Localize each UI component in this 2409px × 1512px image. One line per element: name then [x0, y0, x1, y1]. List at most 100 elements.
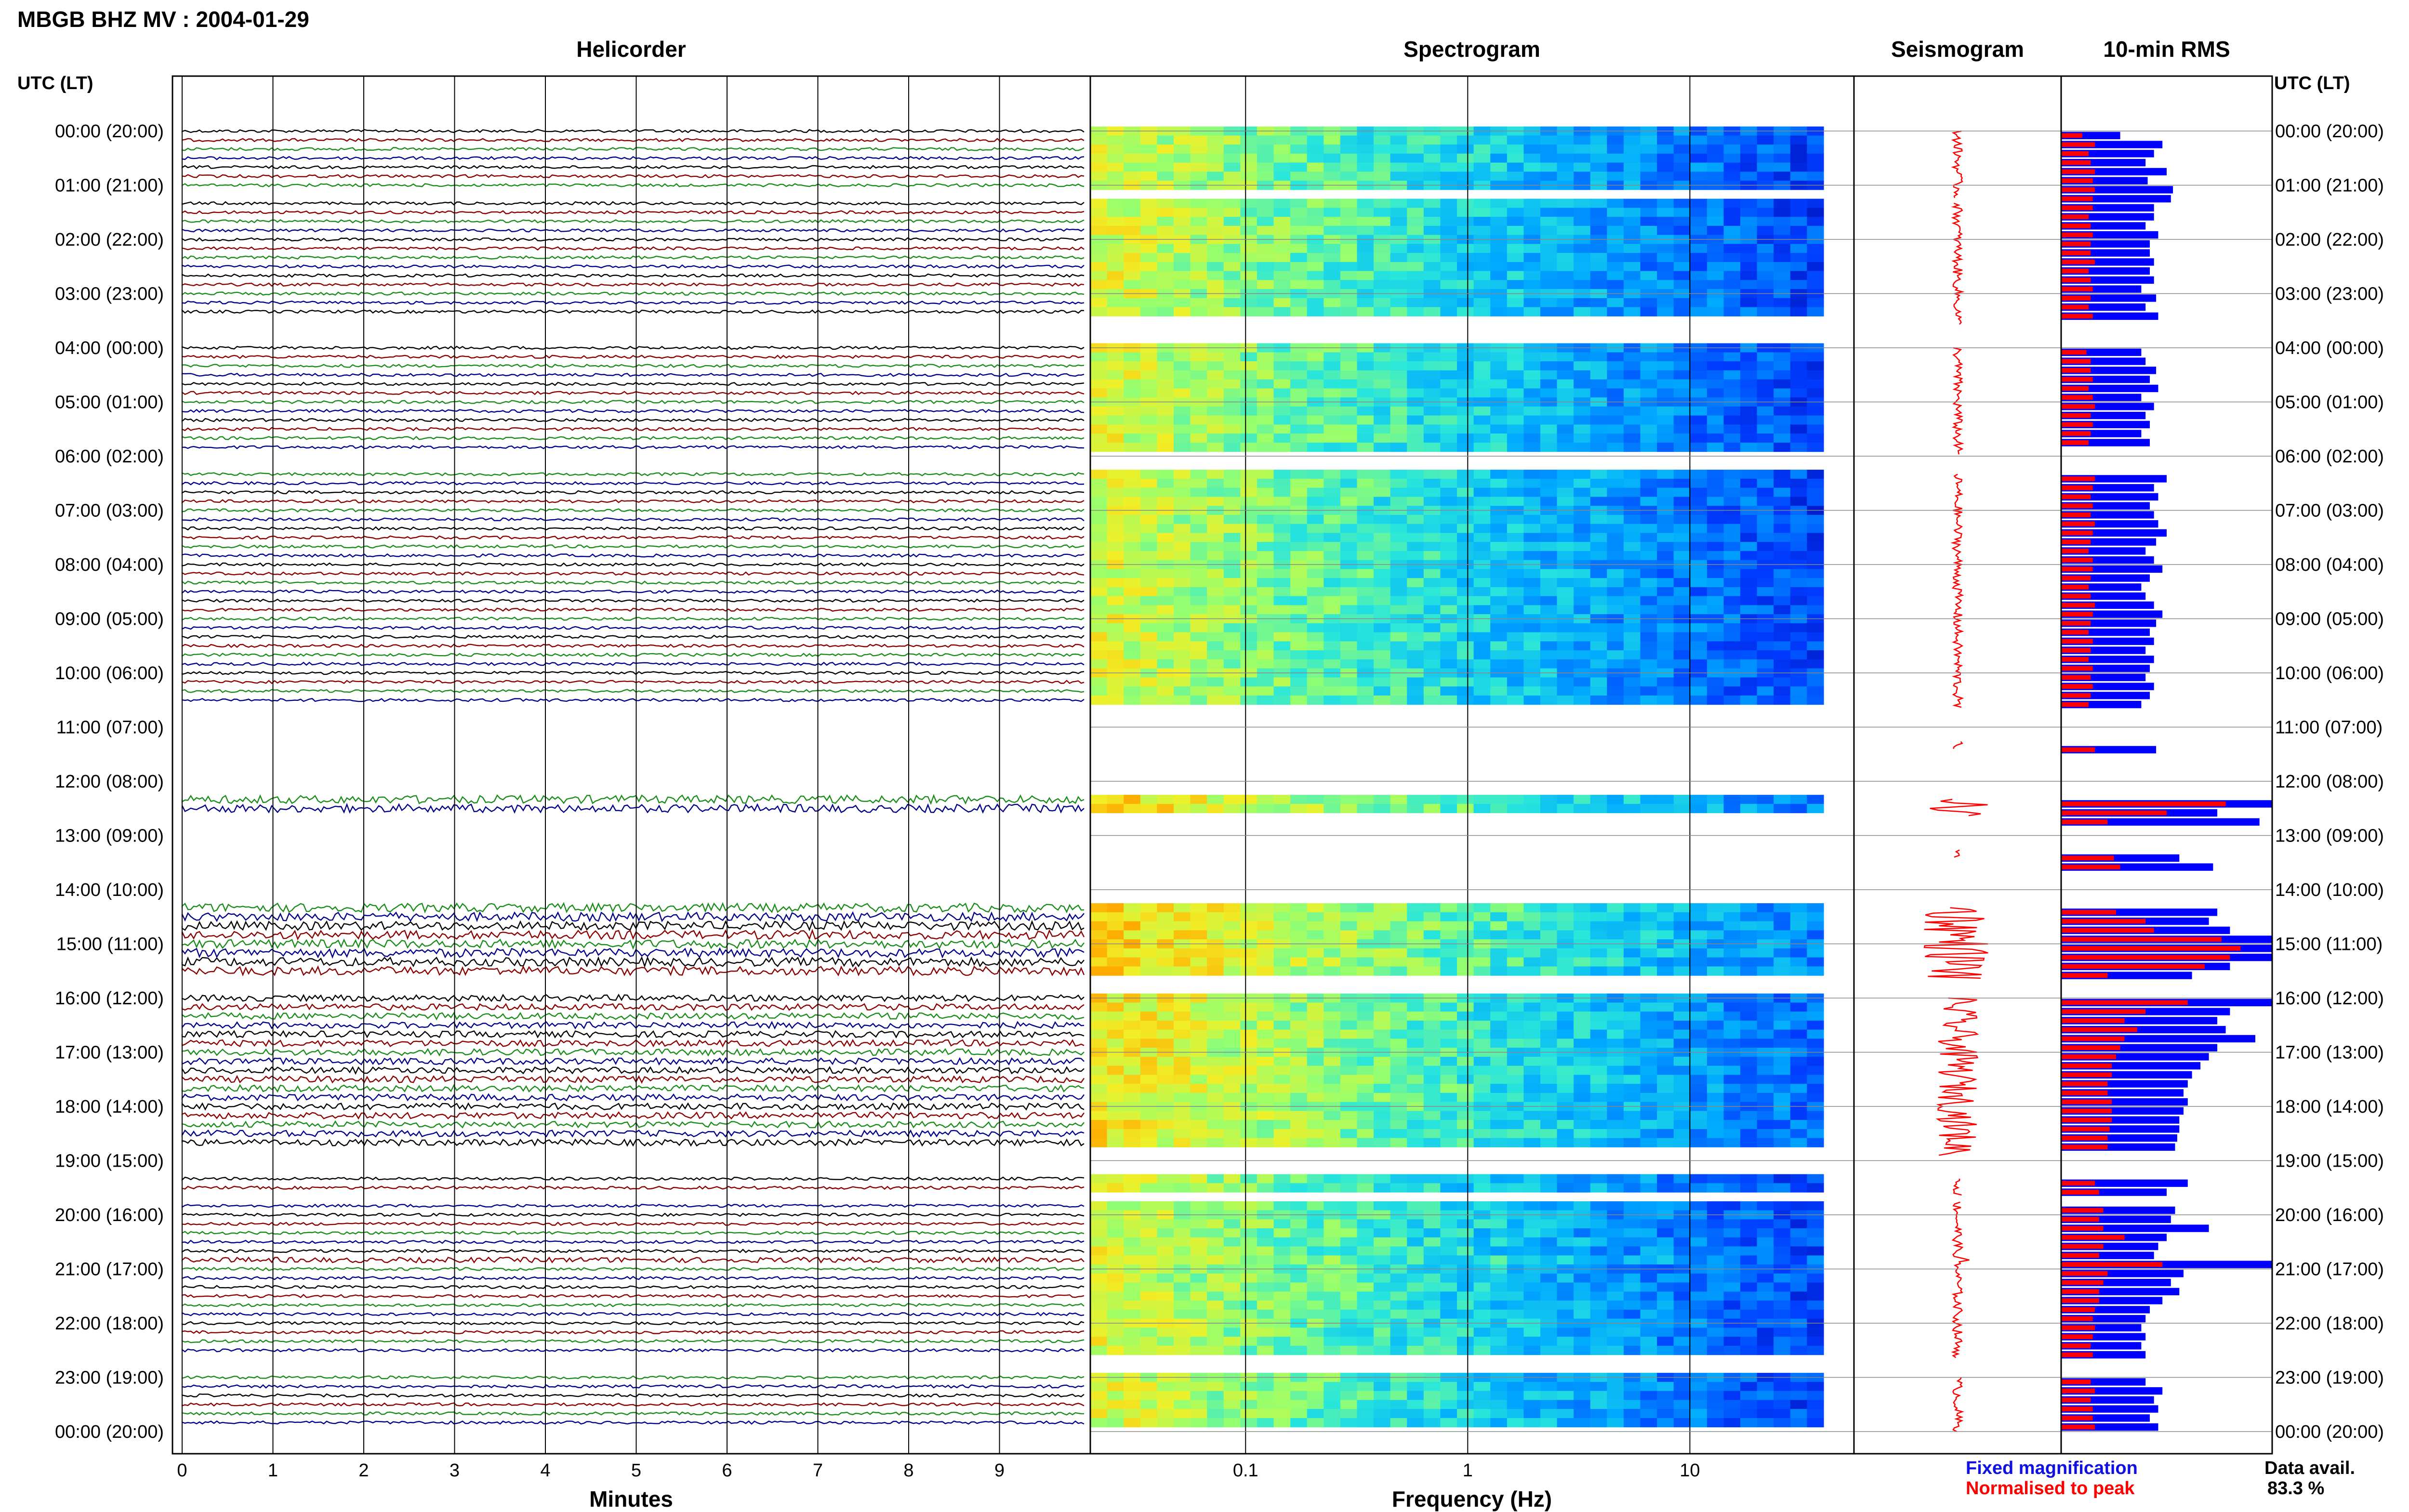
spectrogram-cell [1657, 1328, 1674, 1337]
spectrogram-cell [1757, 803, 1774, 814]
spectrogram-cell [1723, 948, 1741, 958]
spectrogram-cell [1240, 533, 1257, 542]
spectrogram-cell [1490, 921, 1508, 931]
spectrogram-cell [1457, 650, 1474, 660]
spectrogram-cell [1523, 1381, 1541, 1392]
spectrogram-cell [1273, 470, 1291, 479]
spectrogram-cell [1807, 1111, 1824, 1120]
spectrogram-cell [1174, 1301, 1191, 1310]
spectrogram-cell [1140, 225, 1157, 236]
spectrogram-cell [1540, 1381, 1558, 1392]
spectrogram-cell [1273, 930, 1291, 940]
spectrogram-cell [1673, 361, 1691, 371]
spectrogram-cell [1507, 1228, 1524, 1238]
spectrogram-cell [1590, 1337, 1607, 1346]
spectrogram-cell [1673, 695, 1691, 705]
spectrogram-cell [1723, 434, 1741, 443]
spectrogram-cell [1457, 1282, 1474, 1292]
spectrogram-cell [1157, 1391, 1174, 1400]
spectrogram-cell [1407, 1309, 1424, 1319]
spectrogram-cell [1740, 605, 1758, 615]
spectrogram-cell [1457, 1237, 1474, 1247]
spectrogram-cell [1507, 1337, 1524, 1346]
spectrogram-cell [1140, 470, 1157, 479]
spectrogram-cell [1307, 198, 1324, 208]
spectrogram-cell [1157, 1201, 1174, 1211]
spectrogram-cell [1590, 551, 1607, 561]
spectrogram-cell [1507, 478, 1524, 488]
spectrogram-cell [1623, 1291, 1641, 1301]
spectrogram-cell [1523, 442, 1541, 452]
spectrogram-cell [1340, 153, 1358, 163]
spectrogram-cell [1657, 1301, 1674, 1310]
spectrogram-cell [1290, 379, 1308, 389]
spectrogram-cell [1407, 677, 1424, 687]
spectrogram-cell [1407, 1301, 1424, 1310]
spectrogram-cell [1324, 650, 1341, 660]
spectrogram-cell [1473, 1138, 1491, 1147]
spectrogram-cell [1440, 650, 1457, 660]
spectrogram-cell [1290, 470, 1308, 479]
spectrogram-cell [1390, 487, 1407, 497]
spectrogram-cell [1107, 379, 1124, 389]
spectrogram-cell [1140, 686, 1157, 696]
spectrogram-cell [1340, 1111, 1358, 1120]
spectrogram-cell [1440, 903, 1457, 913]
spectrogram-cell [1190, 948, 1207, 958]
spectrogram-cell [1473, 1219, 1491, 1229]
spectrogram-cell [1707, 514, 1724, 525]
spectrogram-cell [1240, 171, 1257, 181]
spectrogram-cell [1390, 434, 1407, 443]
spectrogram-cell [1174, 930, 1191, 940]
spectrogram-cell [1140, 514, 1157, 525]
spectrogram-cell [1807, 1084, 1824, 1093]
spectrogram-cell [1290, 1056, 1308, 1066]
spectrogram-cell [1590, 912, 1607, 922]
spectrogram-cell [1623, 1237, 1641, 1247]
spectrogram-cell [1490, 1273, 1508, 1283]
spectrogram-cell [1357, 1129, 1374, 1139]
spectrogram-cell [1107, 1056, 1124, 1066]
spectrogram-cell [1673, 262, 1691, 272]
spectrogram-cell [1223, 442, 1241, 452]
spectrogram-cell [1473, 145, 1491, 154]
spectrogram-cell [1490, 145, 1508, 154]
spectrogram-cell [1190, 424, 1207, 434]
spectrogram-cell [1440, 542, 1457, 552]
spectrogram-cell [1124, 1020, 1141, 1030]
helicorder-trace [181, 1111, 1085, 1120]
spectrogram-cell [1124, 1337, 1141, 1346]
spectrogram-cell [1457, 162, 1474, 172]
spectrogram-cell [1657, 587, 1674, 597]
spectrogram-cell [1757, 542, 1774, 552]
spectrogram-cell [1623, 569, 1641, 579]
spectrogram-cell [1223, 262, 1241, 272]
spectrogram-cell [1390, 470, 1407, 479]
spectrogram-cell [1423, 524, 1441, 533]
spectrogram-cell [1807, 1282, 1824, 1292]
spectrogram-cell [1157, 1174, 1174, 1183]
spectrogram-cell [1107, 217, 1124, 226]
spectrogram-cell [1423, 1409, 1441, 1419]
spectrogram-cell [1690, 1409, 1707, 1419]
spectrogram-cell [1440, 361, 1457, 371]
spectrogram-cell [1607, 217, 1624, 226]
spectrogram-cell [1340, 514, 1358, 525]
spectrogram-cell [1174, 803, 1191, 814]
spectrogram-cell [1657, 271, 1674, 280]
spectrogram-cell [1490, 153, 1508, 163]
helicorder-trace [181, 174, 1085, 179]
spectrogram-cell [1607, 162, 1624, 172]
spectrogram-cell [1157, 1282, 1174, 1292]
spectrogram-cell [1090, 307, 1108, 316]
spectrogram-cell [1440, 442, 1457, 452]
spectrogram-cell [1790, 1309, 1807, 1319]
spectrogram-cell [1273, 1291, 1291, 1301]
spectrogram-cell [1607, 795, 1624, 804]
spectrogram-cell [1540, 244, 1558, 253]
spectrogram-cell [1774, 1291, 1791, 1301]
spectrogram-cell [1223, 912, 1241, 922]
spectrogram-cell [1174, 524, 1191, 533]
helicorder-trace [181, 616, 1085, 621]
spectrogram-cell [1374, 1301, 1391, 1310]
